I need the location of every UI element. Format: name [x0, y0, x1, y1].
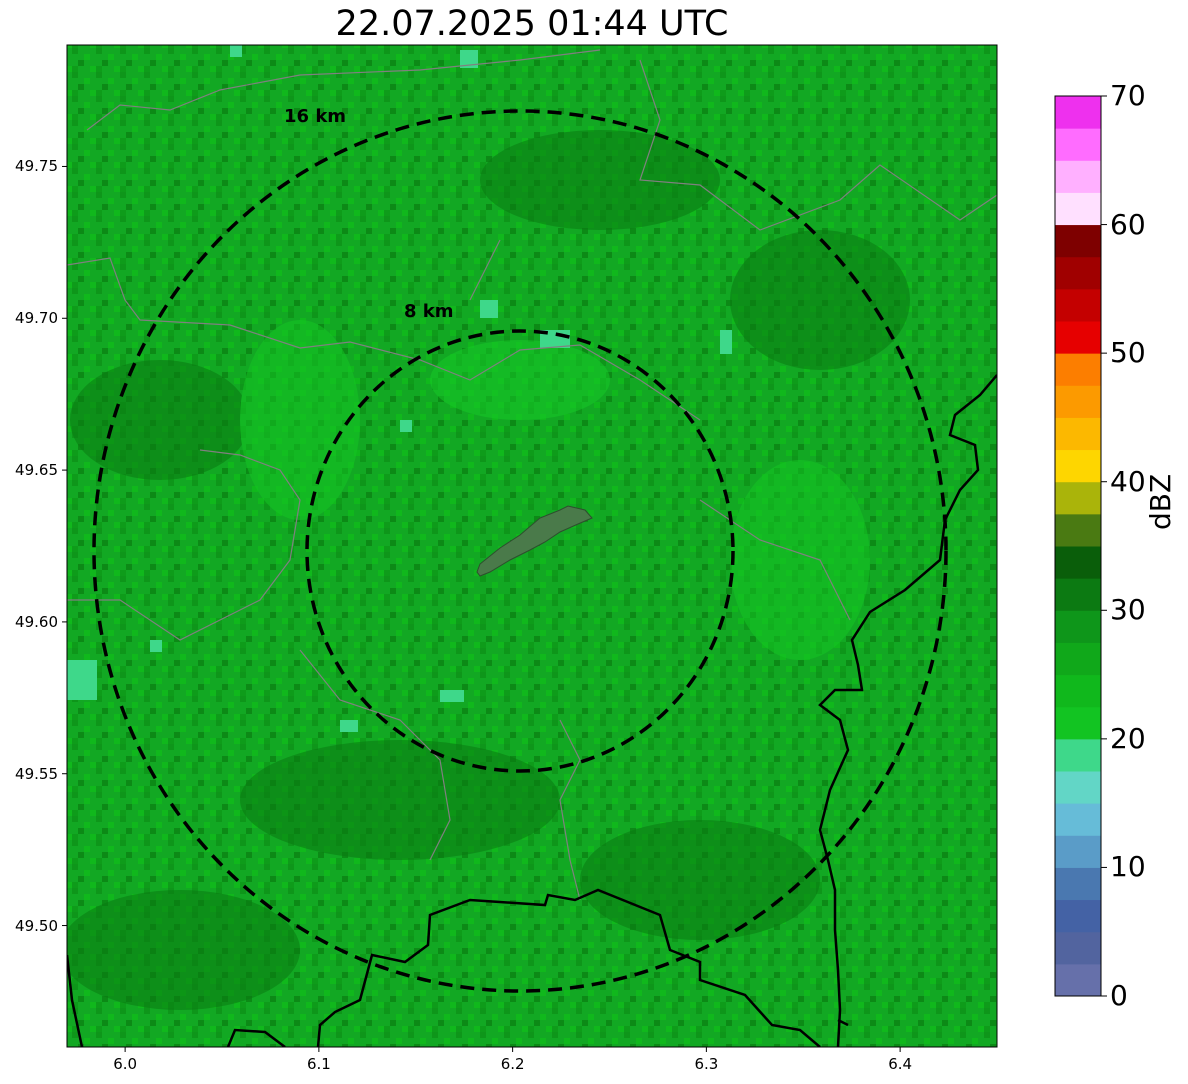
colorbar-segment: [1055, 867, 1101, 901]
colorbar-segment: [1055, 417, 1101, 451]
range-ring-8km: [305, 329, 735, 773]
y-tick-label: 49.50: [15, 916, 58, 935]
y-tick-label: 49.65: [15, 461, 58, 480]
low-reflectivity-speckles: [67, 45, 732, 732]
colorbar-segment: [1055, 449, 1101, 483]
y-tick-label: 49.60: [15, 612, 58, 631]
range-ring-16km: [92, 109, 948, 993]
colorbar-tick-label: 60: [1110, 207, 1146, 241]
colorbar-segment: [1055, 642, 1101, 676]
colorbar-segment: [1055, 899, 1101, 933]
colorbar-segment: [1055, 192, 1101, 226]
colorbar-segment: [1055, 803, 1101, 836]
national-borders: [67, 374, 997, 1047]
colorbar-segment: [1055, 256, 1101, 290]
x-tick-label: 6.3: [694, 1055, 719, 1073]
colorbar-label: dBZ: [1144, 473, 1177, 530]
colorbar-segment: [1055, 353, 1101, 386]
colorbar-segment: [1055, 128, 1101, 161]
colorbar-segment: [1055, 321, 1101, 354]
colorbar-segment: [1055, 931, 1101, 965]
colorbar-segment: [1055, 610, 1101, 643]
range-ring-label-16km: 16 km: [284, 106, 347, 127]
map-frame: [66, 44, 998, 1048]
colorbar-segment: [1055, 738, 1101, 772]
range-ring-label-8km: 8 km: [404, 301, 454, 322]
colorbar-tick-label: 70: [1110, 79, 1146, 112]
colorbar-segment: [1055, 160, 1101, 193]
colorbar-tick-label: 0: [1110, 979, 1128, 1012]
colorbar: [1055, 96, 1101, 997]
colorbar-segment: [1055, 513, 1101, 547]
colorbar-tick-marks: [1101, 95, 1107, 997]
x-tick-label: 6.2: [500, 1055, 525, 1073]
colorbar-segment: [1055, 224, 1101, 258]
y-tick-label: 49.70: [15, 309, 58, 328]
colorbar-tick-label: 30: [1110, 593, 1146, 627]
colorbar-segment: [1055, 963, 1101, 997]
target-area-polygon: [476, 505, 593, 577]
chart-title: 22.07.2025 01:44 UTC: [335, 4, 729, 44]
colorbar-tick-label: 40: [1110, 464, 1146, 498]
municipal-borders: [67, 49, 997, 901]
reflectivity-patches: [67, 130, 910, 1010]
x-tick-label: 6.0: [113, 1055, 138, 1073]
colorbar-segment: [1055, 288, 1101, 322]
x-tick-label: 6.4: [888, 1055, 913, 1073]
colorbar-segment: [1055, 835, 1101, 868]
colorbar-segment: [1055, 546, 1101, 579]
y-tick-label: 49.55: [15, 764, 58, 783]
colorbar-segment: [1055, 96, 1101, 129]
x-tick-marks: [124, 1047, 901, 1052]
colorbar-segment: [1055, 674, 1101, 708]
colorbar-segment: [1055, 771, 1101, 804]
colorbar-tick-label: 10: [1110, 850, 1146, 884]
colorbar-tick-label: 20: [1110, 721, 1146, 755]
x-tick-label: 6.1: [306, 1055, 331, 1073]
colorbar-tick-label: 50: [1110, 336, 1146, 370]
colorbar-segment: [1055, 578, 1101, 611]
colorbar-segment: [1055, 385, 1101, 418]
colorbar-segment: [1055, 481, 1101, 515]
y-tick-marks: [62, 165, 67, 927]
colorbar-frame: [1054, 95, 1102, 997]
y-tick-label: 49.75: [15, 157, 58, 176]
colorbar-segment: [1055, 706, 1101, 740]
